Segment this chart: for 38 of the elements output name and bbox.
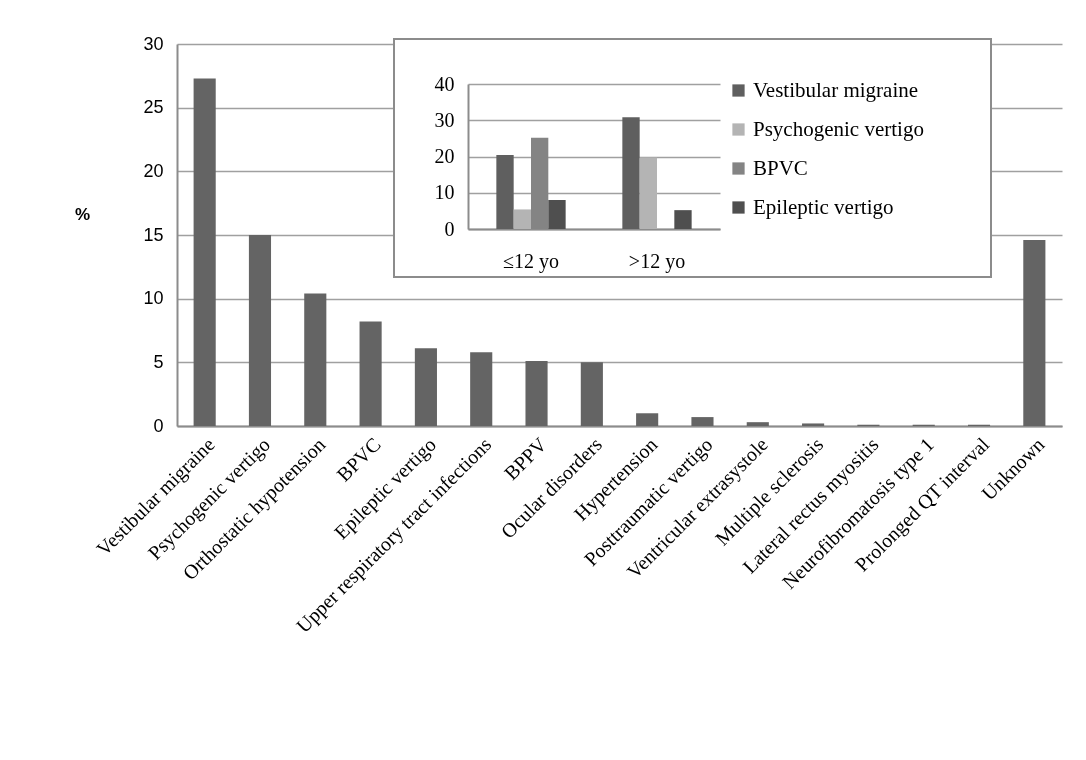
bar (470, 352, 493, 426)
y-tick-label: 5 (153, 351, 164, 372)
bar (193, 78, 216, 426)
bar (636, 413, 659, 426)
legend-label: Psychogenic vertigo (753, 116, 924, 141)
bar (1023, 240, 1046, 426)
y-tick-label: 20 (143, 160, 164, 181)
bar (639, 157, 657, 229)
bar (304, 293, 327, 426)
bar (248, 235, 272, 426)
y-tick-label: 30 (143, 33, 164, 54)
y-tick-label: 20 (434, 145, 455, 167)
x-tick-label: >12 yo (628, 249, 686, 273)
bar (525, 361, 548, 426)
legend-label: Vestibular migraine (753, 77, 919, 102)
bar (414, 348, 437, 426)
y-tick-label: 30 (434, 108, 455, 131)
legend-label: BPVC (753, 155, 808, 180)
legend-label: Epileptic vertigo (753, 194, 894, 219)
bar (496, 155, 514, 229)
y-tick-label: 0 (444, 217, 455, 240)
y-tick-label: 25 (143, 97, 164, 118)
bar (580, 362, 603, 426)
bar (622, 117, 640, 229)
bar (691, 417, 714, 426)
y-tick-label: 15 (143, 224, 164, 245)
y-axis-title: % (74, 205, 91, 225)
y-tick-label: 10 (143, 288, 164, 309)
x-tick-label: ≤12 yo (503, 249, 559, 273)
bar (359, 321, 382, 426)
y-tick-label: 40 (434, 72, 455, 95)
bar (674, 210, 692, 229)
y-tick-label: 10 (434, 181, 455, 204)
bar (802, 423, 825, 426)
bar (746, 422, 769, 426)
bar (548, 200, 566, 229)
bar (513, 209, 531, 229)
y-tick-label: 0 (153, 415, 164, 436)
